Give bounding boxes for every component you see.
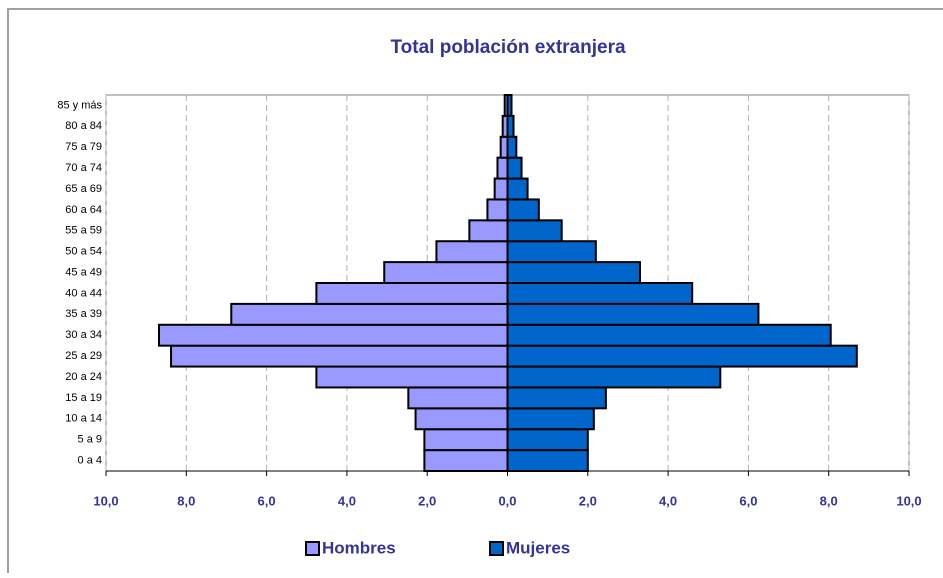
y-tick-label: 5 a 9 [78,434,102,446]
bar [414,407,509,431]
bar [499,135,509,159]
bar [423,449,509,473]
bar [506,219,563,243]
bar [423,428,509,452]
bar [230,302,509,326]
bar [506,198,540,222]
bar [506,302,760,326]
x-tick-label: 2,0 [418,493,436,508]
y-tick-label: 30 a 34 [65,329,102,341]
bar [506,449,589,473]
bar [506,282,694,305]
y-tick-label: 35 a 39 [65,308,102,320]
bar [506,365,722,389]
y-tick-label: 10 a 14 [65,413,102,425]
legend-swatch [305,541,320,556]
bar [383,261,509,285]
bar [435,240,509,264]
chart-title: Total población extranjera [390,37,626,58]
y-tick-label: 20 a 24 [65,371,102,383]
bar [486,198,509,222]
y-tick-label: 50 a 54 [65,246,102,258]
x-tick-label: 4,0 [338,493,356,508]
bar [315,282,509,305]
legend-label: Mujeres [506,538,570,557]
bar [506,240,597,264]
y-tick-label: 45 a 49 [65,266,102,278]
bar [468,219,509,243]
bar [496,156,509,180]
bar [506,407,595,431]
bar [506,156,523,180]
y-tick-label: 80 a 84 [65,120,102,132]
y-tick-label: 15 a 19 [65,392,102,404]
y-tick-label: 70 a 74 [65,162,102,174]
bar [506,135,518,159]
x-tick-label: 8,0 [820,493,838,508]
y-tick-label: 25 a 29 [65,350,102,362]
x-tick-label: 2,0 [579,493,597,508]
bar [506,428,589,452]
y-tick-label: 0 a 4 [78,454,102,466]
x-tick-label: 10,0 [93,493,118,508]
bar [407,386,509,410]
bar [506,261,641,285]
y-tick-label: 60 a 64 [65,204,102,216]
bar [506,177,529,201]
y-tick-label: 65 a 69 [65,183,102,195]
x-tick-label: 0,0 [498,493,516,508]
bar [506,344,858,368]
bar [157,323,509,347]
bar [506,386,607,410]
x-tick-label: 4,0 [659,493,677,508]
y-tick-label: 75 a 79 [65,141,102,153]
legend-swatch [489,541,504,556]
y-tick-label: 55 a 59 [65,225,102,237]
legend-label: Hombres [322,538,396,557]
bar [315,365,509,389]
x-tick-label: 6,0 [258,493,276,508]
bar [170,344,509,368]
bar [493,177,509,201]
x-tick-label: 8,0 [177,493,195,508]
bar [506,323,832,347]
y-tick-label: 85 y más [57,99,102,111]
y-tick-label: 40 a 44 [65,287,102,299]
x-tick-label: 10,0 [896,493,921,508]
x-tick-label: 6,0 [739,493,757,508]
